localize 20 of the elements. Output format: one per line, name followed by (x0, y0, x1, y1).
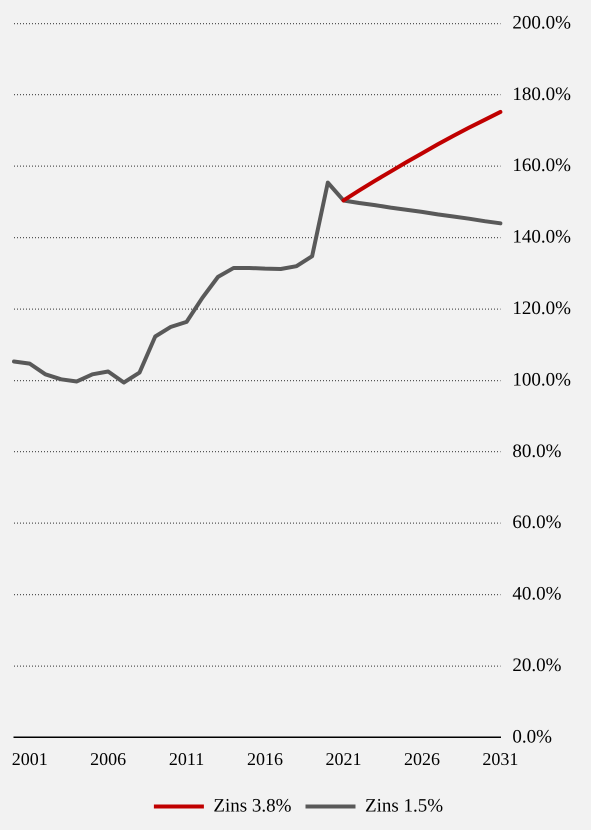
x-tick-label: 2016 (247, 748, 284, 769)
x-tick-label: 2001 (12, 748, 48, 769)
x-tick-label: 2021 (326, 748, 362, 769)
y-tick-label: 20.0% (512, 654, 562, 676)
y-tick-label: 180.0% (512, 84, 572, 105)
legend-label: Zins 1.5% (365, 795, 444, 816)
x-tick-label: 2026 (404, 748, 440, 769)
x-tick-label: 2031 (482, 748, 518, 769)
y-tick-label: 0.0% (512, 726, 552, 748)
y-tick-label: 120.0% (512, 298, 572, 319)
y-tick-label: 40.0% (512, 584, 562, 605)
y-tick-label: 140.0% (512, 226, 572, 248)
y-tick-label: 60.0% (512, 512, 562, 534)
x-tick-label: 2006 (90, 748, 126, 769)
y-tick-label: 160.0% (512, 155, 572, 176)
y-tick-label: 80.0% (512, 440, 562, 462)
legend-label: Zins 3.8% (213, 795, 292, 816)
x-tick-label: 2011 (168, 748, 204, 769)
y-tick-label: 100.0% (512, 369, 572, 390)
y-tick-label: 200.0% (512, 12, 572, 34)
